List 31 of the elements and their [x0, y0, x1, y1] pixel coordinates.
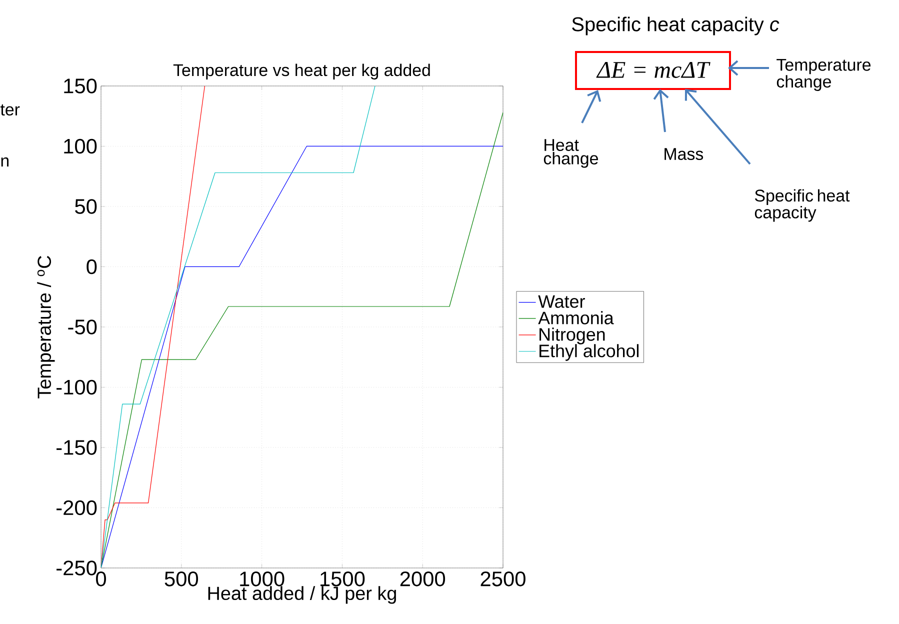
text: Temperature change	[776, 59, 871, 91]
legend-label: Ethyl alcohol	[540, 344, 639, 361]
x-axis-title: Heat added / kJ per kg	[208, 586, 396, 604]
y-tick-label: 50	[75, 199, 97, 214]
y-tick-label: -250	[56, 560, 97, 576]
text: ΔE = mcΔT	[596, 62, 710, 78]
y-tick-label: -50	[68, 320, 97, 334]
text: n	[1, 157, 9, 167]
x-tick-label: 500	[164, 572, 198, 586]
x-tick-label: 2000	[400, 572, 446, 586]
text: Mass	[664, 148, 704, 160]
legend-label: Nitrogen	[540, 328, 605, 344]
y-tick-label: 150	[64, 78, 97, 94]
y-tick-label: -200	[56, 500, 97, 516]
legend-label: Ammonia	[538, 311, 614, 324]
text: Specific heat capacity c	[572, 16, 780, 36]
y-tick-label: -150	[56, 440, 97, 455]
legend-label: Water	[538, 295, 585, 308]
text: ter	[0, 104, 20, 116]
y-tick-label: 0	[86, 259, 97, 274]
x-tick-label: 1000	[240, 572, 284, 586]
y-tick-label: 100	[64, 138, 97, 154]
x-tick-label: 0	[96, 572, 106, 586]
text: Specific heat capacity	[754, 189, 850, 222]
y-axis-title: Temperature / $^{o}$C	[37, 256, 55, 398]
line-series	[101, 86, 376, 568]
x-tick-label: 2500	[480, 572, 526, 586]
x-tick-label: 1500	[320, 572, 365, 586]
text: Heat change	[544, 139, 598, 168]
y-tick-label: -100	[56, 380, 97, 395]
chart-title: Temperature vs heat per kg added	[173, 64, 430, 80]
